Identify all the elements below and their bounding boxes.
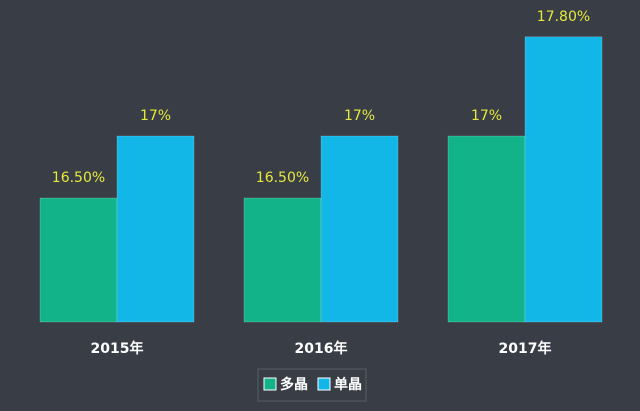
value-label: 16.50% <box>256 170 309 186</box>
bar <box>524 36 603 323</box>
bar <box>243 197 322 323</box>
bar <box>39 197 118 323</box>
bar <box>320 135 399 323</box>
bar <box>447 135 526 323</box>
legend-box <box>257 368 367 402</box>
x-tick-label: 2015年 <box>91 340 144 357</box>
legend-label: 多晶 <box>280 376 308 393</box>
bar <box>116 135 195 323</box>
value-label: 16.50% <box>52 170 105 186</box>
legend-swatch <box>263 377 277 391</box>
x-tick-label: 2016年 <box>295 340 348 357</box>
value-label: 17% <box>471 108 502 124</box>
legend-swatch <box>317 377 331 391</box>
x-tick-label: 2017年 <box>499 340 552 357</box>
value-label: 17.80% <box>537 9 590 25</box>
value-label: 17% <box>140 108 171 124</box>
value-label: 17% <box>344 108 375 124</box>
legend-label: 单晶 <box>334 376 362 393</box>
